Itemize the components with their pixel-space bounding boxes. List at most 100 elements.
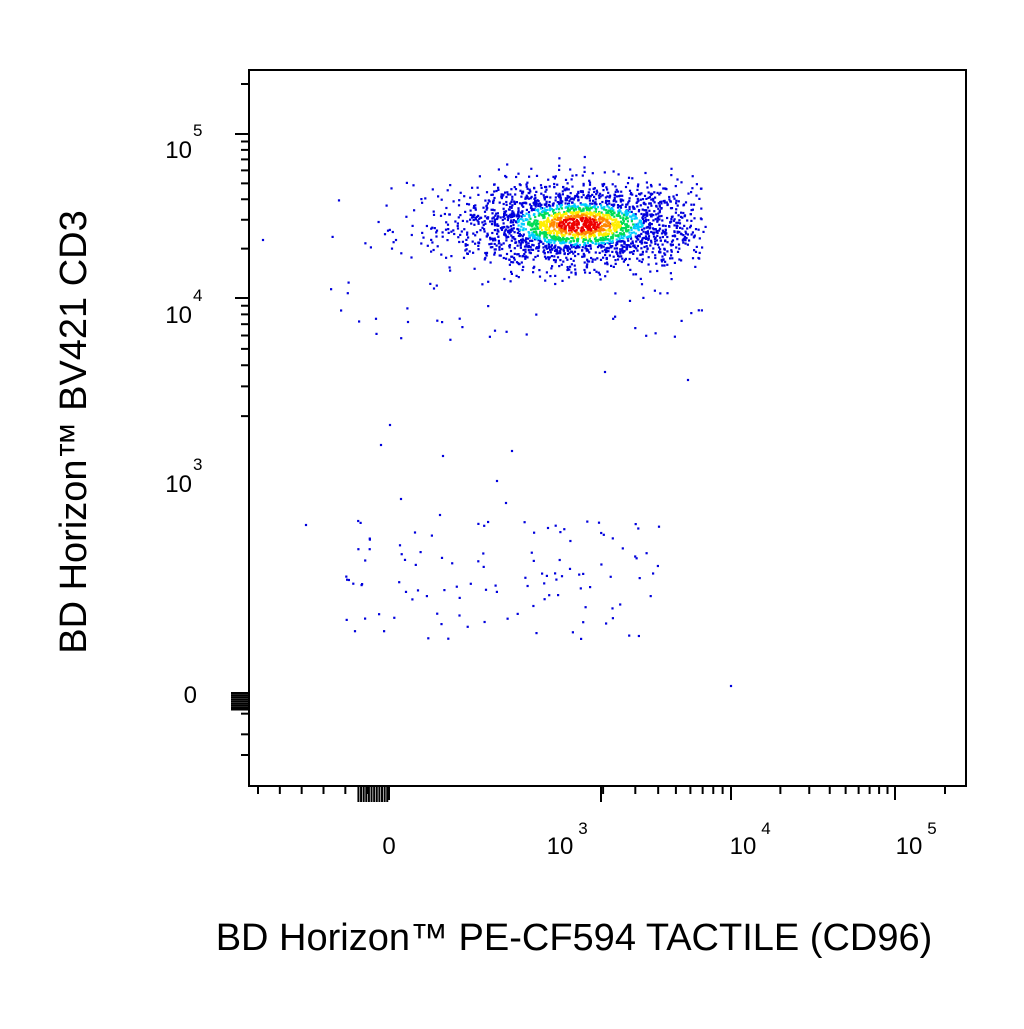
event-dot bbox=[600, 244, 603, 247]
event-dot bbox=[527, 221, 530, 224]
event-dot bbox=[431, 241, 434, 244]
event-dot bbox=[584, 204, 587, 207]
event-dot bbox=[553, 182, 556, 186]
event-dot bbox=[615, 214, 618, 217]
event-dot bbox=[498, 201, 501, 204]
event-dot bbox=[643, 194, 647, 197]
event-dot bbox=[449, 338, 452, 341]
event-dot bbox=[670, 215, 673, 218]
event-dot bbox=[678, 247, 681, 250]
event-dot bbox=[547, 228, 550, 231]
event-dot bbox=[593, 221, 596, 224]
event-dot bbox=[568, 217, 571, 221]
event-dot bbox=[486, 202, 489, 205]
event-dot bbox=[612, 227, 615, 230]
event-dot bbox=[608, 202, 611, 205]
event-dot bbox=[622, 233, 625, 236]
event-dot bbox=[570, 244, 573, 247]
event-dot bbox=[606, 188, 609, 191]
event-dot bbox=[483, 524, 486, 527]
event-dot bbox=[674, 235, 677, 238]
event-dot bbox=[597, 213, 600, 216]
event-dot bbox=[502, 216, 505, 219]
event-dot bbox=[694, 250, 698, 253]
event-dot bbox=[609, 575, 612, 578]
event-dot bbox=[593, 223, 596, 226]
event-dot bbox=[628, 210, 631, 214]
event-dot bbox=[670, 278, 673, 281]
event-dot bbox=[578, 214, 581, 217]
event-dot bbox=[491, 208, 494, 211]
event-dot bbox=[537, 227, 540, 230]
event-dot bbox=[511, 195, 514, 198]
event-dot bbox=[691, 257, 695, 260]
event-dot bbox=[644, 213, 648, 216]
event-dot bbox=[440, 623, 443, 626]
event-dot bbox=[565, 221, 568, 224]
event-dot bbox=[621, 251, 624, 254]
event-dot bbox=[558, 265, 561, 268]
event-dot bbox=[550, 241, 553, 244]
event-dot bbox=[505, 257, 508, 260]
event-dot bbox=[340, 309, 343, 312]
event-dot bbox=[581, 190, 584, 193]
event-dot bbox=[651, 251, 654, 254]
event-dot bbox=[576, 211, 579, 214]
event-dot bbox=[693, 235, 696, 238]
event-dot bbox=[554, 196, 557, 199]
event-dot bbox=[482, 223, 485, 227]
event-dot bbox=[685, 237, 688, 240]
event-dot bbox=[485, 254, 488, 257]
event-dot bbox=[590, 232, 593, 236]
event-dot bbox=[625, 212, 628, 216]
event-dot bbox=[589, 229, 593, 232]
event-dot bbox=[603, 182, 606, 186]
event-dot bbox=[523, 253, 526, 256]
event-dot bbox=[469, 209, 472, 212]
event-dot bbox=[261, 238, 265, 242]
event-dot bbox=[544, 190, 547, 193]
event-dot bbox=[557, 594, 560, 597]
event-dot bbox=[572, 243, 575, 247]
event-dot bbox=[666, 235, 669, 239]
event-dot bbox=[600, 233, 603, 236]
event-dot bbox=[666, 250, 669, 253]
event-dot bbox=[462, 256, 466, 259]
event-dot bbox=[603, 171, 606, 174]
event-dot bbox=[657, 207, 660, 210]
event-dot bbox=[547, 251, 550, 254]
event-dot bbox=[510, 234, 513, 237]
event-dot bbox=[469, 582, 472, 585]
event-dot bbox=[383, 233, 387, 236]
event-dot bbox=[513, 258, 516, 261]
event-dot bbox=[607, 250, 610, 253]
event-dot bbox=[615, 238, 618, 241]
event-dot bbox=[653, 231, 656, 234]
event-dot bbox=[520, 195, 523, 198]
event-dot bbox=[413, 209, 416, 212]
event-dot bbox=[559, 239, 562, 242]
event-dot bbox=[611, 235, 614, 238]
event-dot bbox=[659, 200, 662, 204]
x-tick-label-3: 10 5 bbox=[896, 819, 937, 860]
event-dot bbox=[622, 220, 625, 223]
event-dot bbox=[581, 249, 584, 252]
event-dot bbox=[588, 251, 591, 254]
x-tick-label-1: 10 3 bbox=[547, 819, 588, 860]
event-dot bbox=[545, 236, 549, 239]
event-dot bbox=[582, 229, 585, 232]
event-dot bbox=[604, 201, 607, 204]
event-dot bbox=[637, 210, 640, 213]
event-dot bbox=[550, 208, 553, 211]
event-dot bbox=[573, 204, 577, 208]
event-dot bbox=[570, 197, 574, 200]
event-dot bbox=[650, 215, 653, 218]
event-dot bbox=[575, 174, 578, 177]
event-dot bbox=[628, 197, 631, 200]
event-dot bbox=[617, 240, 620, 243]
event-dot bbox=[584, 238, 588, 241]
event-dot bbox=[522, 255, 525, 258]
event-dot bbox=[626, 226, 629, 229]
event-dot bbox=[620, 234, 623, 238]
